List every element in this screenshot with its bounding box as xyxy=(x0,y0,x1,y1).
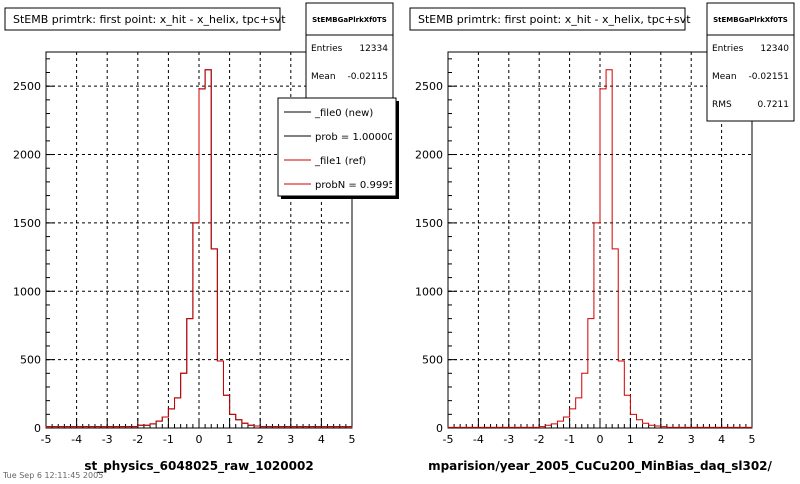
y-tick-label: 500 xyxy=(20,354,41,367)
x-tick-label: 5 xyxy=(349,433,356,446)
x-tick-label: 2 xyxy=(257,433,264,446)
legend-box xyxy=(277,97,397,197)
footer-timestamp: Tue Sep 6 12:11:45 2005 xyxy=(2,471,103,480)
y-tick-label: 2000 xyxy=(13,149,41,162)
legend-entry-label: probN = 0.99953 xyxy=(315,180,401,191)
histogram-title: StEMB primtrk: first point: x_hit - x_he… xyxy=(13,13,286,26)
x-tick-label: -4 xyxy=(71,433,82,446)
stats-label: RMS xyxy=(712,100,732,110)
x-tick-label: -1 xyxy=(564,433,575,446)
legend-entry-label: _file0 (new) xyxy=(314,108,373,119)
x-tick-label: 2 xyxy=(657,433,664,446)
x-tick-label: 5 xyxy=(749,433,756,446)
y-tick-label: 500 xyxy=(422,354,443,367)
stats-value: 0.7211 xyxy=(758,100,790,110)
histogram-series-2 xyxy=(45,69,353,428)
x-tick-label: 4 xyxy=(718,433,725,446)
stats-label: Mean xyxy=(311,72,336,82)
x-tick-label: 0 xyxy=(196,433,203,446)
y-tick-label: 1500 xyxy=(415,217,443,230)
x-tick-label: -1 xyxy=(163,433,174,446)
title-box xyxy=(4,7,281,31)
x-tick-label: -2 xyxy=(132,433,143,446)
x-tick-label: -5 xyxy=(41,433,52,446)
y-tick-label: 1000 xyxy=(13,285,41,298)
stats-name: StEMBGaPlrkXf0TS xyxy=(312,16,387,24)
y-tick-label: 2500 xyxy=(13,80,41,93)
stats-box xyxy=(706,2,795,122)
histogram-series-1 xyxy=(447,69,753,428)
histogram-panel-1: -5 -4 -3 -2 -1 0 1 2 3 4 5 0 500 1000 1500 2000 2500 StEM… xyxy=(4,2,401,474)
x-tick-label: -3 xyxy=(102,433,113,446)
x-tick-label: -4 xyxy=(473,433,484,446)
x-tick-label: -3 xyxy=(503,433,514,446)
stats-name: StEMBGaPlrkXf0TS xyxy=(713,16,788,24)
stats-label: Entries xyxy=(712,44,744,54)
stats-value: -0.02151 xyxy=(749,72,789,82)
x-tick-label: 1 xyxy=(627,433,634,446)
x-tick-label: 0 xyxy=(597,433,604,446)
histogram-title: StEMB primtrk: first point: x_hit - x_he… xyxy=(418,13,691,26)
x-tick-label: 3 xyxy=(688,433,695,446)
y-tick-label: 1500 xyxy=(13,217,41,230)
stats-label: Entries xyxy=(311,44,343,54)
y-tick-label: 2000 xyxy=(415,149,443,162)
legend-entries: _file0 (new) prob = 1.000000 _file1 (ref) p… xyxy=(284,108,401,191)
x-axis-label: mparision/year_2005_CuCu200_MinBias_daq_… xyxy=(428,459,772,474)
x-tick-label: 4 xyxy=(318,433,325,446)
y-tick-label: 2500 xyxy=(415,80,443,93)
y-tick-label: 1000 xyxy=(415,285,443,298)
x-tick-label: -5 xyxy=(443,433,454,446)
stats-value: -0.02115 xyxy=(348,72,388,82)
title-box xyxy=(409,7,686,31)
x-tick-label: 1 xyxy=(226,433,233,446)
legend-entry-label: _file1 (ref) xyxy=(314,156,366,167)
stats-value: 12340 xyxy=(760,44,789,54)
legend-entry-label: prob = 1.000000 xyxy=(315,132,400,143)
stats-label: Mean xyxy=(712,72,737,82)
y-tick-label: 0 xyxy=(34,422,41,435)
y-tick-label: 0 xyxy=(436,422,443,435)
x-tick-label: 3 xyxy=(287,433,294,446)
histogram-panel-2: -5 -4 -3 -2 -1 0 1 2 3 4 5 0 500 1000 1500 2000 2500 StEM… xyxy=(409,2,795,474)
x-tick-label: -2 xyxy=(534,433,545,446)
x-axis-label: st_physics_6048025_raw_1020002 xyxy=(84,459,313,474)
stats-value: 12334 xyxy=(359,44,388,54)
